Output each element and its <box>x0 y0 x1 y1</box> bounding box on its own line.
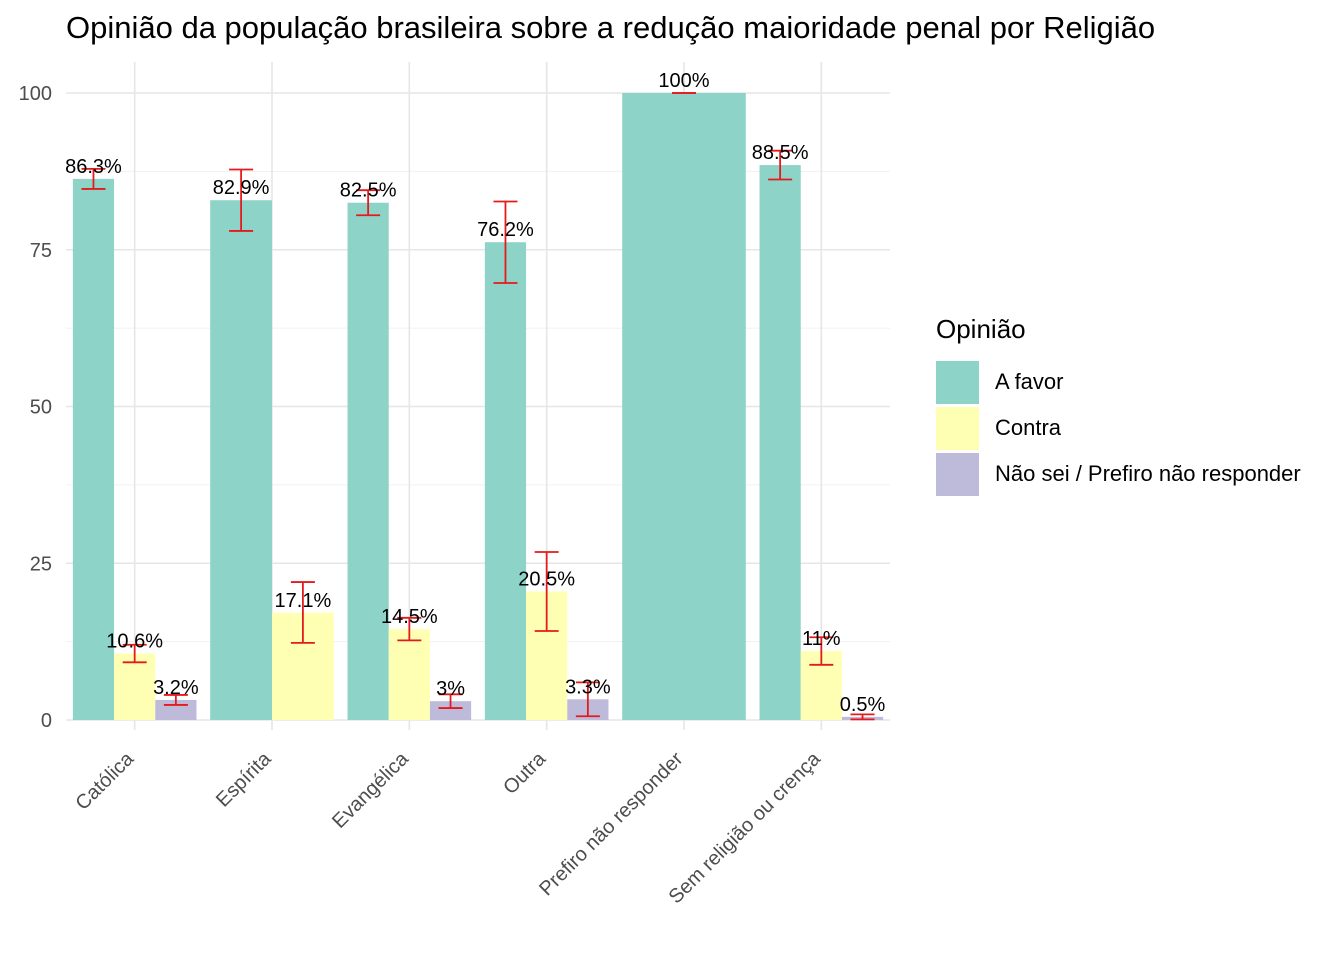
y-tick-label: 100 <box>19 83 52 105</box>
bar <box>347 202 389 721</box>
y-tick-label: 0 <box>41 710 52 732</box>
legend-item-a-favor: A favor <box>936 359 1301 405</box>
bars <box>72 93 884 721</box>
data-label: 20.5% <box>518 568 575 590</box>
x-tick-label: Outra <box>499 747 551 799</box>
x-tick-label: Evangélica <box>328 747 413 832</box>
data-label: 0.5% <box>840 694 886 716</box>
data-label: 14.5% <box>381 606 438 628</box>
bar <box>114 653 156 720</box>
data-label: 3.3% <box>565 676 611 698</box>
bar <box>759 165 801 721</box>
data-label: 88.5% <box>752 142 809 164</box>
bar <box>429 701 472 720</box>
legend-item-nao-sei: Não sei / Prefiro não responder <box>936 451 1301 497</box>
y-axis: 0 25 50 75 100 <box>19 83 52 732</box>
x-tick-label: Católica <box>72 747 139 814</box>
bar <box>210 200 272 721</box>
legend-label-contra: Contra <box>995 415 1062 440</box>
legend-label-nao-sei: Não sei / Prefiro não responder <box>995 461 1301 486</box>
bar <box>72 178 115 721</box>
legend-label-a-favor: A favor <box>995 369 1064 394</box>
legend-swatch-a-favor <box>936 360 979 404</box>
data-label: 3.2% <box>153 677 199 699</box>
data-labels: 86.3% 10.6% 3.2% 82.9% 17.1% 82.5% 14.5% 3% 76.2… <box>65 70 885 716</box>
bar <box>622 93 746 720</box>
data-label: 10.6% <box>106 631 163 653</box>
data-label: 17.1% <box>275 590 332 612</box>
legend: Opinião A favor Contra Não sei / Prefiro… <box>936 314 1301 497</box>
error-bars <box>81 92 875 721</box>
chart-title: Opinião da população brasileira sobre a … <box>66 10 1156 45</box>
y-tick-label: 50 <box>30 397 52 419</box>
data-label: 100% <box>658 70 709 92</box>
bar <box>484 242 527 720</box>
bar <box>388 629 430 720</box>
legend-swatch-contra <box>936 406 979 450</box>
data-label: 11% <box>802 628 841 650</box>
y-tick-label: 75 <box>30 240 52 262</box>
legend-title: Opinião <box>936 314 1026 344</box>
data-label: 82.5% <box>340 180 397 202</box>
x-tick-label: Prefiro não responder <box>535 748 688 901</box>
data-label: 82.9% <box>213 177 270 199</box>
x-tick-label: Sem religião ou crença <box>665 747 826 908</box>
x-tick-label: Espírita <box>212 747 276 811</box>
legend-swatch-nao-sei <box>936 452 979 496</box>
data-label: 86.3% <box>65 156 122 178</box>
legend-item-contra: Contra <box>936 405 1301 451</box>
y-tick-label: 25 <box>30 553 52 575</box>
data-label: 3% <box>436 678 465 700</box>
data-label: 76.2% <box>477 219 534 241</box>
